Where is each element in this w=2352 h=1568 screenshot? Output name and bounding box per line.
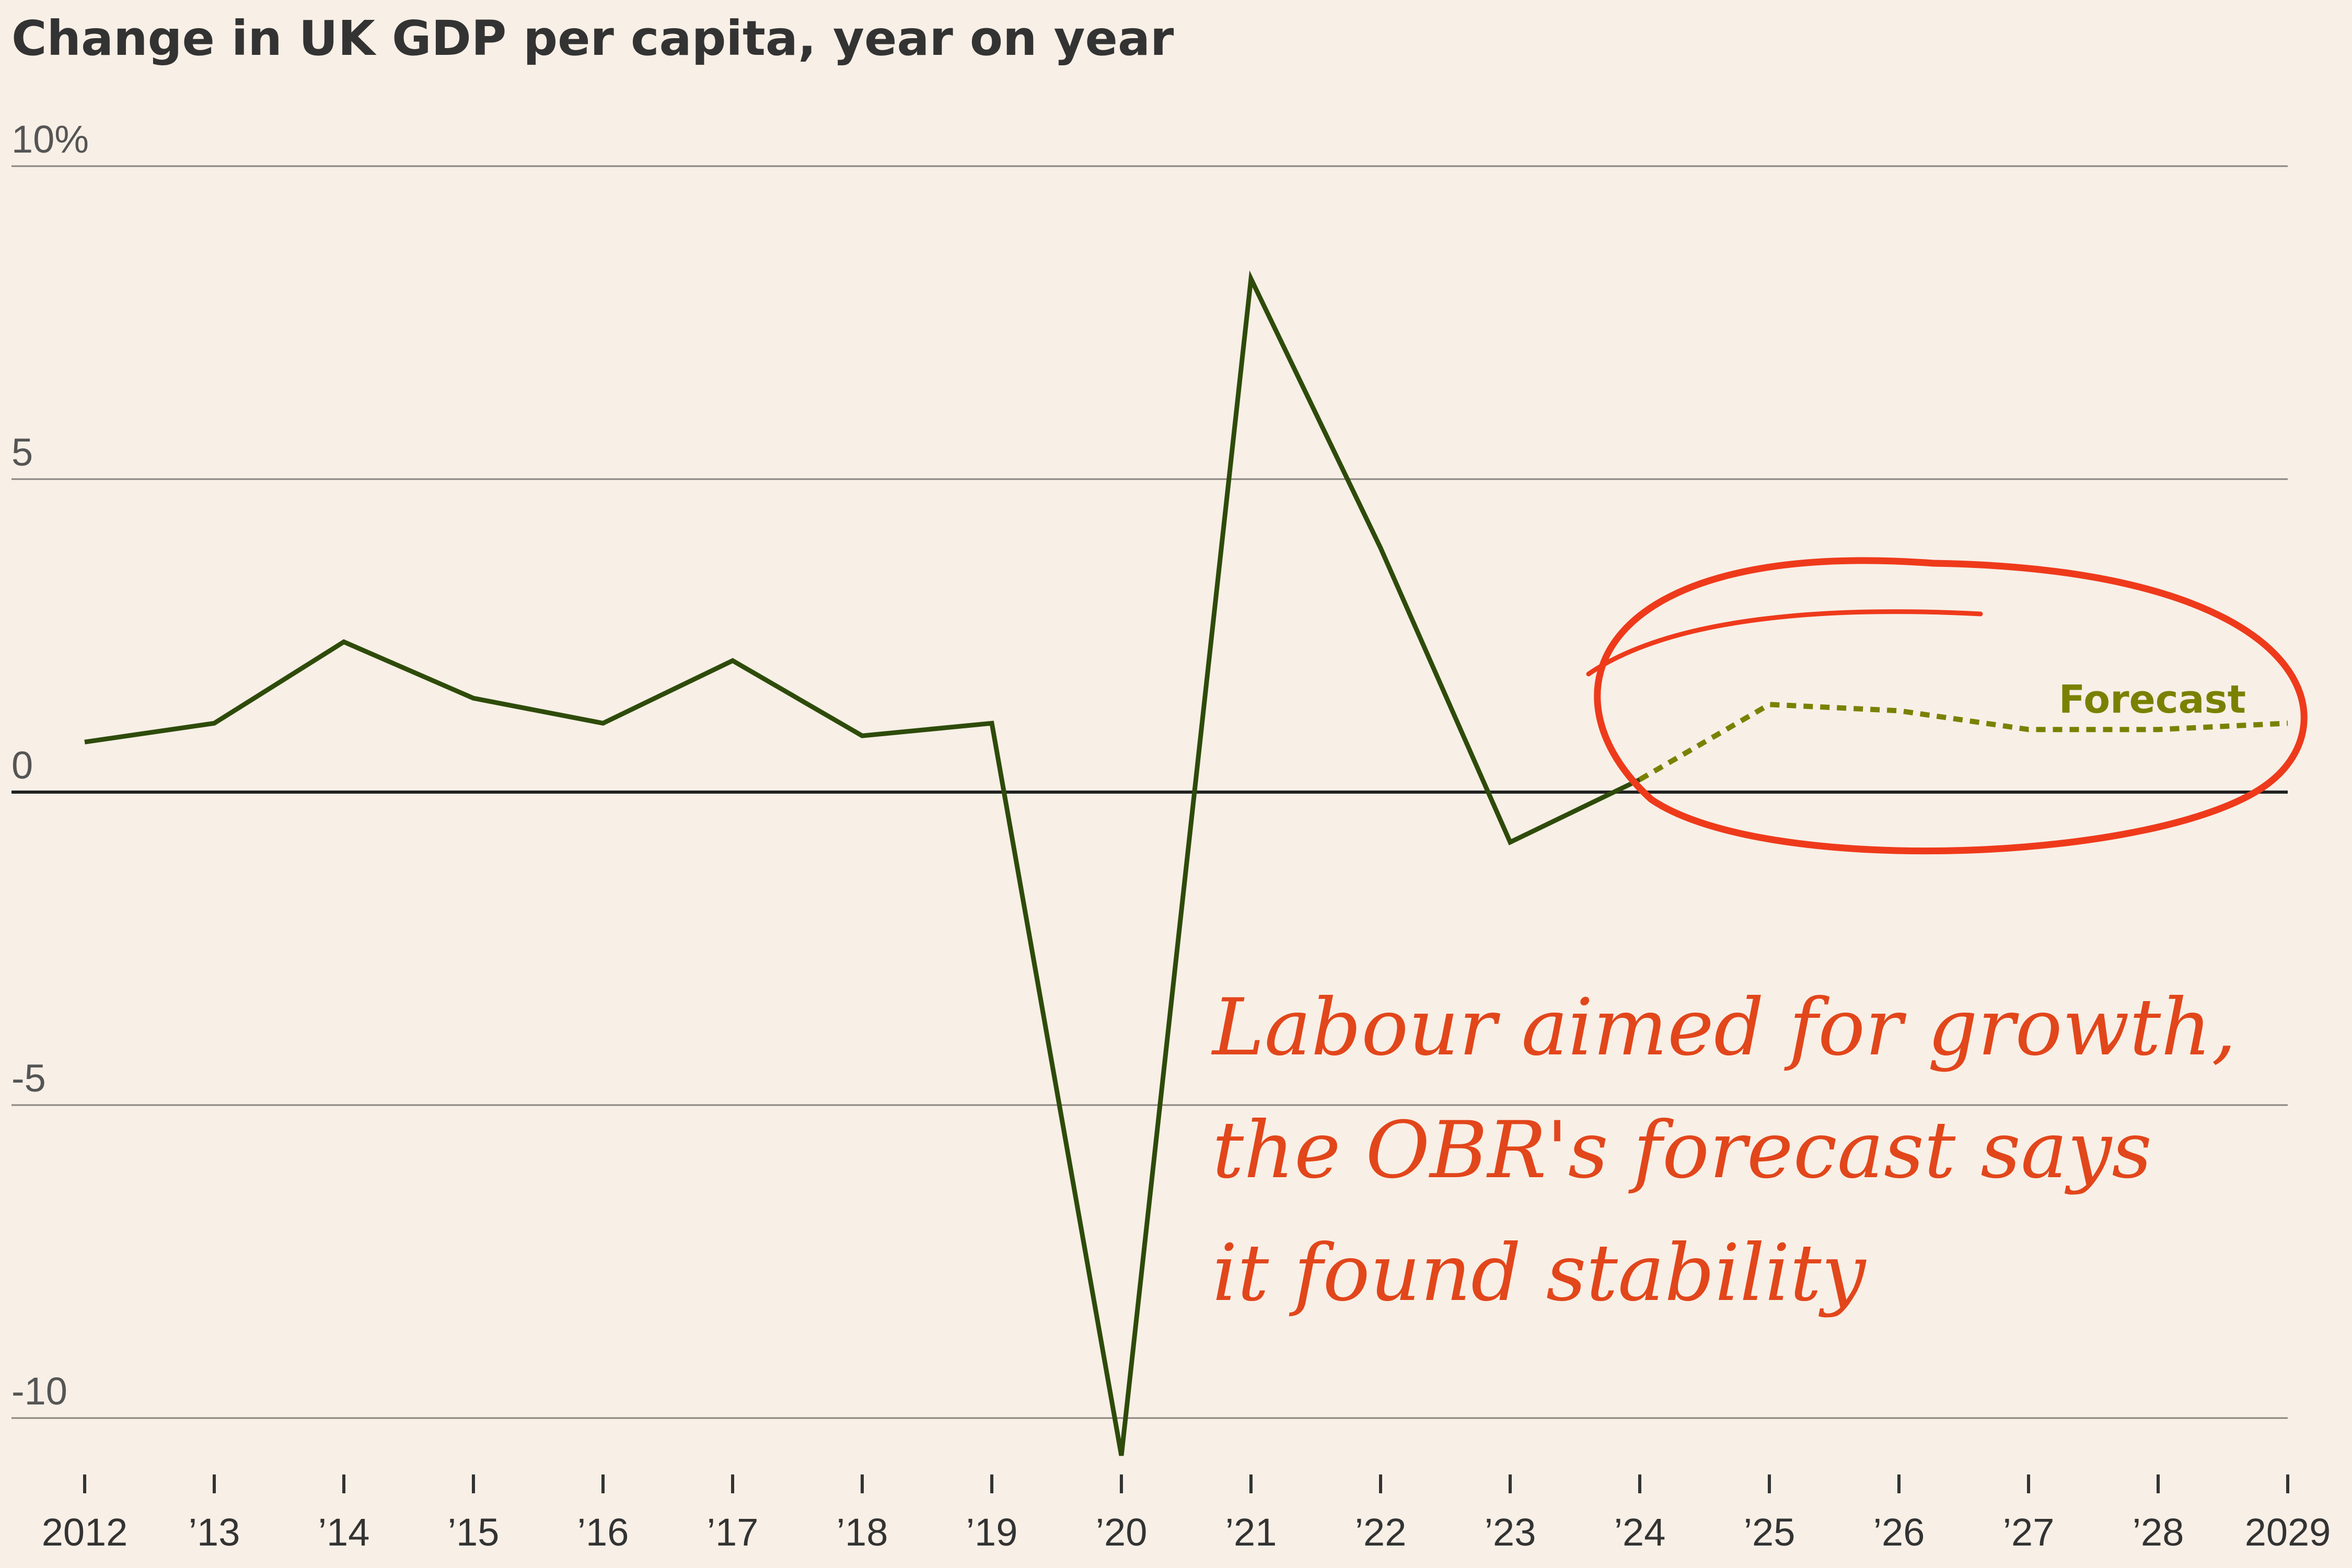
x-tick-label: ’23 xyxy=(1485,1511,1536,1554)
x-tick-label: 2012 xyxy=(42,1511,128,1554)
gridlines xyxy=(11,165,2288,1419)
y-tick-label: 5 xyxy=(11,431,33,474)
y-tick-label: 10% xyxy=(11,118,89,161)
x-tick-label: ’22 xyxy=(1355,1511,1407,1554)
forecast-label: Forecast xyxy=(2059,677,2246,722)
forecast-point xyxy=(1769,704,1770,705)
x-axis: 2012 ’13 ’14 ’15 ’16 ’17 ’18 ’19 ’20 ’21 ’22 ’23 ’24… xyxy=(42,1474,2331,1554)
x-tick-label: ’17 xyxy=(707,1511,759,1554)
chart-title: Change in UK GDP per capita, year on yea… xyxy=(11,10,1174,66)
x-tick-label: ’20 xyxy=(1096,1511,1148,1554)
forecast-highlight-stroke xyxy=(1586,609,1983,677)
x-tick-label: 2029 xyxy=(2245,1511,2331,1554)
series-lines: Forecast xyxy=(84,270,2288,1456)
annotation-text-line: the OBR's forecast says xyxy=(1212,1105,2152,1196)
annotation-text-line: Labour aimed for growth, xyxy=(1211,982,2237,1073)
x-tick-label: ’27 xyxy=(2003,1511,2055,1554)
x-tick-label: ’16 xyxy=(577,1511,629,1554)
y-tick-label: -10 xyxy=(11,1369,67,1413)
x-tick-label: ’18 xyxy=(837,1511,888,1554)
x-tick-label: ’19 xyxy=(966,1511,1018,1554)
x-tick-label: ’24 xyxy=(1614,1511,1666,1554)
x-tick-label: ’28 xyxy=(2133,1511,2184,1554)
x-tick-label: ’14 xyxy=(318,1511,370,1554)
y-axis-tick-labels: 10% 5 0 -5 -10 xyxy=(11,118,89,1413)
x-tick-label: ’26 xyxy=(1873,1511,1925,1554)
x-tick-label: ’21 xyxy=(1225,1511,1277,1554)
x-tick-label: ’25 xyxy=(1744,1511,1795,1554)
y-tick-label: -5 xyxy=(11,1056,46,1100)
x-tick-label: ’15 xyxy=(448,1511,500,1554)
forecast-highlight-circle xyxy=(1594,557,2308,855)
x-tick-label: ’13 xyxy=(189,1511,240,1554)
forecast-line xyxy=(1638,702,2288,782)
actual-gdp-line xyxy=(84,270,1641,1456)
annotation-text-line: it found stability xyxy=(1212,1228,1867,1319)
y-tick-label: 0 xyxy=(11,744,33,787)
annotation: Labour aimed for growth, the OBR's foreca… xyxy=(1211,557,2308,1319)
